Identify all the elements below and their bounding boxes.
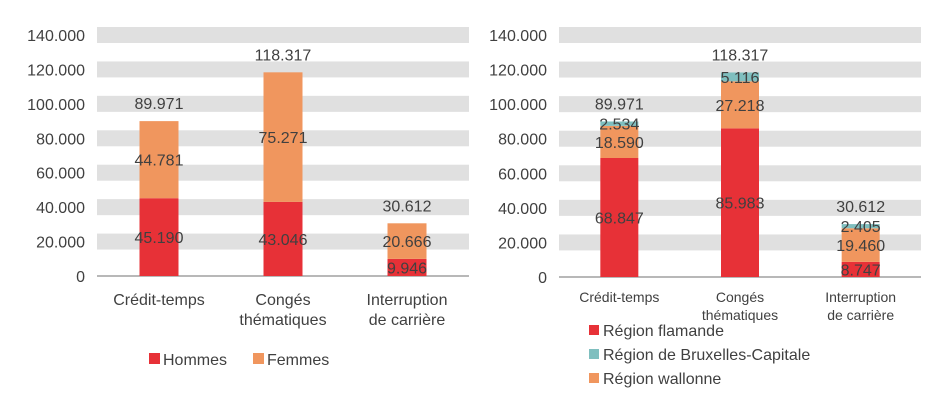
y-tick-label: 40.000 bbox=[498, 201, 547, 218]
data-label: 20.666 bbox=[383, 234, 432, 251]
data-label: 18.590 bbox=[595, 135, 644, 152]
total-label: 118.317 bbox=[712, 47, 769, 64]
legend-label: Région de Bruxelles-Capitale bbox=[603, 347, 810, 364]
data-label: 19.460 bbox=[836, 238, 885, 255]
y-tick-label: 20.000 bbox=[36, 235, 85, 252]
data-label: 9.946 bbox=[387, 260, 427, 277]
bar-segment bbox=[139, 198, 179, 276]
bar-segment bbox=[721, 72, 759, 82]
grid-band bbox=[559, 61, 921, 78]
x-tick-label: Congés bbox=[255, 292, 310, 309]
x-tick-label: thématiques bbox=[239, 312, 326, 329]
data-label: 68.847 bbox=[595, 210, 644, 227]
data-label: 5.116 bbox=[721, 70, 760, 87]
y-tick-label: 40.000 bbox=[36, 200, 85, 217]
bar-segment bbox=[387, 258, 427, 276]
total-label: 89.971 bbox=[595, 96, 644, 113]
x-tick-label: Crédit-temps bbox=[113, 292, 205, 309]
data-label: 43.046 bbox=[259, 232, 308, 249]
x-tick-label: Interruption bbox=[367, 292, 448, 309]
y-tick-label: 80.000 bbox=[36, 131, 85, 148]
data-label: 45.190 bbox=[135, 230, 184, 247]
legend-swatch bbox=[149, 353, 160, 364]
data-label: 2.534 bbox=[599, 117, 639, 134]
y-tick-label: 100.000 bbox=[27, 97, 85, 114]
bar-segment bbox=[387, 223, 427, 259]
bar-segment bbox=[263, 72, 303, 202]
data-label: 8.747 bbox=[841, 262, 881, 279]
y-tick-label: 0 bbox=[538, 270, 547, 287]
data-label: 2.405 bbox=[841, 219, 881, 236]
legend-label: Femmes bbox=[267, 352, 329, 369]
y-tick-label: 20.000 bbox=[498, 235, 547, 252]
bar-segment bbox=[600, 157, 639, 277]
x-tick-label: Congés bbox=[716, 289, 764, 305]
legend-label: Région wallonne bbox=[603, 371, 721, 388]
x-tick-label: thématiques bbox=[702, 307, 778, 323]
data-label: 44.781 bbox=[135, 153, 184, 170]
bar-segment bbox=[721, 128, 759, 277]
y-tick-label: 60.000 bbox=[498, 166, 547, 183]
y-tick-label: 140.000 bbox=[27, 28, 85, 45]
data-label: 85.983 bbox=[716, 196, 765, 213]
y-tick-label: 120.000 bbox=[489, 63, 547, 80]
total-label: 30.612 bbox=[383, 198, 432, 215]
legend-swatch bbox=[589, 325, 599, 335]
bar-segment bbox=[263, 201, 303, 276]
grid-band bbox=[559, 27, 921, 43]
x-tick-label: de carrière bbox=[369, 312, 446, 329]
y-tick-label: 60.000 bbox=[36, 166, 85, 183]
y-tick-label: 100.000 bbox=[489, 97, 547, 114]
legend-swatch bbox=[253, 353, 264, 364]
data-label: 27.218 bbox=[716, 98, 765, 115]
grid-band bbox=[97, 61, 469, 78]
bar-segment bbox=[841, 224, 880, 229]
bar-segment bbox=[721, 81, 759, 129]
legend-swatch bbox=[589, 349, 599, 359]
y-tick-label: 0 bbox=[76, 269, 85, 286]
chart-1: 0 20.000 40.000 60.000 80.000 100.000 120.000 1… bbox=[27, 27, 469, 369]
bar-segment bbox=[841, 261, 880, 277]
x-tick-label: Crédit-temps bbox=[579, 289, 659, 305]
total-label: 118.317 bbox=[255, 47, 312, 64]
chart-2: 0 20.000 40.000 60.000 80.000 100.000 120.000 1… bbox=[489, 27, 921, 388]
bar-segment bbox=[600, 125, 639, 158]
y-tick-label: 80.000 bbox=[498, 132, 547, 149]
grid-band bbox=[97, 27, 469, 43]
legend-label: Région flamande bbox=[603, 323, 724, 340]
x-tick-label: Interruption bbox=[825, 289, 896, 305]
y-tick-label: 120.000 bbox=[27, 62, 85, 79]
bar-segment bbox=[600, 121, 639, 126]
total-label: 89.971 bbox=[135, 96, 184, 113]
legend-swatch bbox=[589, 373, 599, 383]
y-tick-label: 140.000 bbox=[489, 28, 547, 45]
total-label: 30.612 bbox=[836, 199, 885, 216]
bar-segment bbox=[139, 121, 179, 199]
legend-label: Hommes bbox=[163, 352, 227, 369]
data-label: 75.271 bbox=[259, 130, 308, 147]
x-tick-label: de carrière bbox=[827, 307, 894, 323]
bar-segment bbox=[841, 228, 880, 262]
